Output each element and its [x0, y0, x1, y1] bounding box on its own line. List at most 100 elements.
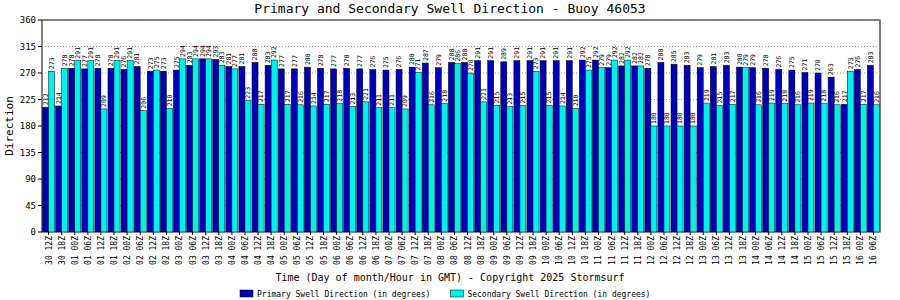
bar: [153, 70, 159, 232]
y-tick-label: 0: [31, 227, 36, 237]
data-label: 210: [572, 95, 580, 107]
data-label: 219: [807, 89, 815, 101]
x-tick: [218, 232, 219, 235]
bar: [690, 126, 696, 232]
bar: [553, 61, 559, 232]
x-tick: [533, 232, 534, 235]
x-tick: [467, 232, 468, 235]
x-tick: [611, 232, 612, 235]
x-tick: [677, 232, 678, 235]
tick: [38, 179, 42, 180]
x-tick-label: 01 06Z: [84, 236, 93, 265]
x-tick-label: 09 18Z: [529, 236, 538, 265]
x-tick: [703, 232, 704, 235]
bar: [173, 70, 179, 232]
x-tick: [336, 232, 337, 235]
y-tick-label: 360: [20, 15, 36, 25]
data-label: 279: [697, 54, 705, 66]
data-label: 276: [369, 56, 377, 68]
x-tick: [755, 232, 756, 235]
x-tick-label: 04 00Z: [228, 236, 237, 265]
y-tick-label: 180: [20, 121, 36, 131]
data-label: 217: [841, 90, 849, 102]
bar: [56, 106, 62, 232]
data-label: 216: [755, 91, 763, 103]
bar: [729, 104, 735, 232]
x-tick-label: 16 06Z: [869, 236, 878, 265]
bar: [448, 62, 454, 232]
x-tick-label: 06 18Z: [372, 236, 381, 265]
x-tick-label: 06 00Z: [333, 236, 342, 265]
x-tick-label: 13 12Z: [725, 236, 734, 265]
legend-swatch: [240, 290, 253, 297]
x-tick-label: 04 12Z: [254, 236, 263, 265]
tick: [38, 46, 42, 47]
bar: [43, 107, 49, 232]
data-label: 273: [160, 57, 168, 69]
tick: [38, 232, 42, 233]
bar: [677, 126, 683, 232]
x-tick: [506, 232, 507, 235]
bar: [592, 60, 598, 232]
bar: [710, 67, 716, 232]
bar: [179, 59, 185, 232]
x-tick: [310, 232, 311, 235]
x-tick: [362, 232, 363, 235]
data-label: 211: [388, 94, 396, 106]
data-label: 275: [788, 56, 796, 68]
x-tick-label: 14 00Z: [752, 236, 761, 265]
x-tick: [860, 232, 861, 235]
x-tick: [127, 232, 128, 235]
bar: [514, 61, 520, 232]
title: Primary and Secondary Swell Direction - …: [254, 1, 645, 16]
y-tick-label: 45: [25, 201, 36, 211]
data-label: 218: [781, 90, 789, 102]
bar: [769, 103, 775, 232]
data-label: 275: [585, 56, 593, 68]
bar: [756, 105, 762, 232]
x-tick-label: 05 18Z: [320, 236, 329, 265]
bar: [337, 104, 343, 232]
bar: [310, 106, 316, 232]
x-tick-label: 16 00Z: [856, 236, 865, 265]
data-label: 291: [513, 47, 521, 59]
data-label: 291: [552, 47, 560, 59]
bar: [606, 68, 612, 232]
data-label: 219: [768, 89, 776, 101]
bar: [619, 66, 625, 232]
bar: [527, 61, 533, 232]
bar: [127, 61, 133, 232]
grid-line: [42, 46, 880, 47]
bar: [389, 108, 395, 232]
bar: [651, 126, 657, 232]
bar: [324, 104, 330, 232]
bar: [572, 108, 578, 232]
x-tick-label: 11 18Z: [634, 236, 643, 265]
x-tick: [598, 232, 599, 235]
data-label: 214: [310, 92, 318, 104]
bar: [69, 68, 75, 232]
x-tick: [663, 232, 664, 235]
data-label: 292: [624, 46, 632, 58]
x-tick-label: 09 06Z: [503, 236, 512, 265]
data-label: 221: [362, 88, 370, 100]
data-label: 275: [173, 56, 181, 68]
bar: [723, 65, 729, 232]
bar: [782, 104, 788, 232]
x-tick-label: 01 00Z: [71, 236, 80, 265]
bar: [664, 126, 670, 232]
x-tick: [493, 232, 494, 235]
data-label: 217: [284, 90, 292, 102]
bar: [671, 64, 677, 232]
data-label: 271: [414, 59, 422, 71]
data-label: 283: [683, 52, 691, 64]
x-tick: [192, 232, 193, 235]
x-tick-label: 10 06Z: [555, 236, 564, 265]
data-label: 280: [304, 53, 312, 65]
x-tick: [441, 232, 442, 235]
x-tick: [297, 232, 298, 235]
x-tick: [519, 232, 520, 235]
x-tick-label: 04 06Z: [241, 236, 250, 265]
data-label: 275: [153, 56, 161, 68]
chart: Primary and Secondary Swell Direction - …: [0, 0, 900, 300]
